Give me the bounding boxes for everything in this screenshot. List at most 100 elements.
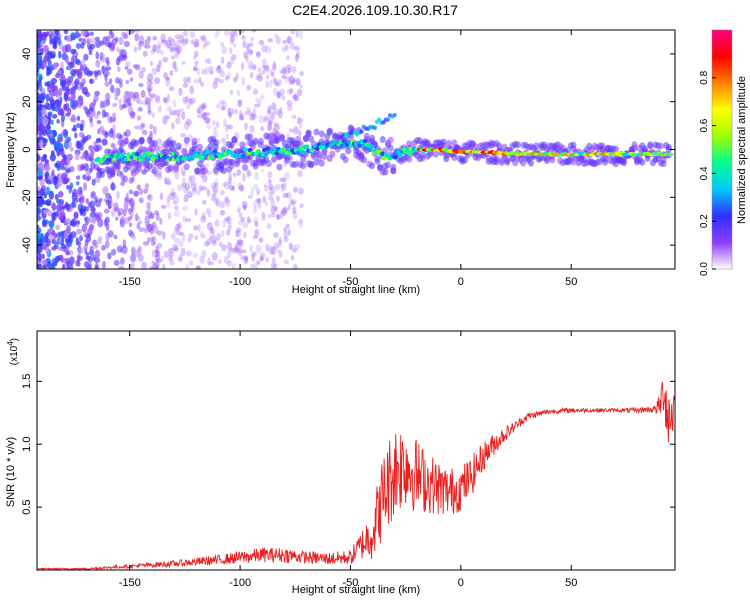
spectrogram-cell <box>218 99 225 105</box>
spectrogram-cell <box>163 177 168 185</box>
spectrogram-cell <box>229 247 233 252</box>
spectrogram-cell <box>37 125 41 131</box>
spectrogram-cell <box>193 38 200 48</box>
spectrogram-cell <box>166 198 171 208</box>
spectrogram-cell <box>130 169 137 177</box>
spectrogram-cell <box>165 78 171 87</box>
snr-frame <box>36 330 676 571</box>
spectrogram-cell <box>43 138 48 144</box>
spectrogram-cell <box>335 140 340 145</box>
spectrogram-cell <box>246 168 251 178</box>
spectrogram-cell <box>111 157 117 162</box>
spectrogram-cell <box>149 236 155 243</box>
spectrogram-cell <box>272 61 277 71</box>
spectrogram-cell <box>52 129 57 138</box>
spectrogram-cell <box>280 208 285 215</box>
spectrogram-cell <box>54 162 59 168</box>
spectrogram-cell <box>318 130 325 138</box>
spectrogram-cell <box>87 201 93 209</box>
spectrogram-cell <box>168 255 173 262</box>
spectrogram-cell <box>91 178 96 186</box>
spectrogram-cell <box>101 260 106 269</box>
spectrogram-cell <box>357 143 363 148</box>
spectrogram-cell <box>51 114 58 119</box>
spectrogram-cell <box>528 159 535 167</box>
spectrogram-cell <box>200 34 207 43</box>
spectrogram-cell <box>138 197 144 204</box>
spectrogram-cell <box>93 163 100 171</box>
spectrogram-cell <box>268 183 274 191</box>
spectrogram-cell <box>269 187 275 196</box>
spectrogram-cell <box>255 244 262 254</box>
spectrogram-cell <box>151 260 156 266</box>
spectrogram-cell <box>205 150 211 155</box>
spectrogram-cell <box>221 46 228 55</box>
spectrogram-cell <box>191 137 198 145</box>
spectrogram-cell <box>288 80 295 86</box>
spectrogram-cell <box>299 70 304 77</box>
spectrogram-cell <box>249 64 256 72</box>
spectrogram-cell <box>80 155 85 160</box>
spectrogram-cell <box>272 79 279 85</box>
spectrogram-cell <box>141 129 148 136</box>
spectrogram-cell <box>51 103 56 112</box>
spectrogram-cell <box>134 249 141 258</box>
spectrogram-cell <box>170 146 177 154</box>
spectrogram-cell <box>148 81 153 86</box>
spectrogram-cell <box>153 125 157 135</box>
spectrogram-cell <box>108 129 114 138</box>
spectrogram-cell <box>174 205 179 211</box>
spectrogram-cell <box>228 141 235 149</box>
spectrogram-cell <box>121 104 128 109</box>
spectrogram-cell <box>166 106 173 112</box>
spectrogram-cell <box>75 189 81 197</box>
spectrogram-cell <box>134 64 141 71</box>
spectrogram-cell <box>196 108 200 114</box>
x-tick-label: -150 <box>119 577 141 589</box>
spectrogram-cell <box>89 211 96 218</box>
spectrogram-cell <box>281 182 287 191</box>
spectrogram-heatmap <box>37 30 674 269</box>
spectrogram-cell <box>139 125 143 131</box>
spectrogram-cell <box>304 144 310 149</box>
spectrogram-cell <box>104 73 108 82</box>
spectrogram-cell <box>201 102 206 111</box>
spectrogram-cell <box>64 112 71 117</box>
spectrogram-cell <box>120 181 125 187</box>
spectrogram-cell <box>54 105 59 113</box>
spectrogram-cell <box>101 138 108 146</box>
spectrogram-cell <box>169 111 175 116</box>
spectrogram-cell <box>240 217 246 223</box>
spectrogram-cell <box>165 177 171 185</box>
spectrogram-cell <box>37 55 41 62</box>
spectrogram-cell <box>197 106 202 115</box>
spectrogram-cell <box>64 201 69 208</box>
spectrogram-cell <box>224 217 230 222</box>
spectrogram-cell <box>122 239 127 249</box>
spectrogram-cell <box>175 142 182 150</box>
spectrogram-cell <box>186 104 190 110</box>
spectrogram-cell <box>253 206 258 214</box>
colorbar-tick-label: 0.6 <box>699 118 710 132</box>
spectrogram-cell <box>255 51 261 57</box>
spectrogram-cell <box>284 76 290 83</box>
spectrogram-cell <box>286 99 293 107</box>
spectrogram-cell <box>98 171 105 179</box>
spectrogram-cell <box>261 64 267 70</box>
spectrogram-cell <box>188 175 193 184</box>
spectrogram-cell <box>164 114 169 120</box>
spectrogram-cell <box>369 162 376 170</box>
spectrogram-cell <box>147 105 151 114</box>
spectrogram-cell <box>169 259 175 266</box>
spectrogram-y-axis-label: Frequency (Hz) <box>5 112 17 188</box>
spectrogram-cell <box>194 182 198 192</box>
spectrogram-cell <box>211 193 217 202</box>
spectrogram-cell <box>49 82 55 90</box>
spectrogram-cell <box>180 132 187 138</box>
spectrogram-cell <box>160 255 164 263</box>
spectrogram-cell <box>218 79 224 84</box>
spectrogram-cell <box>514 141 521 149</box>
spectrogram-cell <box>135 160 142 168</box>
spectrogram-cell <box>133 92 139 99</box>
spectrogram-cell <box>200 186 207 191</box>
